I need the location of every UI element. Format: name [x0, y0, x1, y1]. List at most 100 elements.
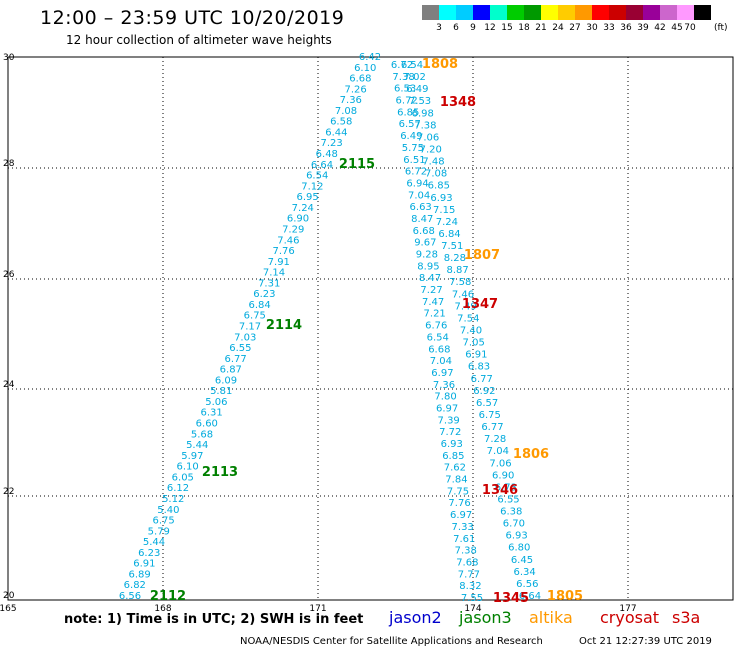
swh-value: 6.93 [430, 193, 452, 204]
swh-value: 7.76 [272, 246, 294, 257]
swh-value: 7.46 [277, 235, 299, 246]
swh-value: 6.70 [503, 519, 525, 530]
swh-value: 6.44 [325, 127, 347, 138]
swh-value: 7.28 [484, 434, 506, 445]
swh-value: 7.04 [487, 446, 509, 457]
swh-value: 6.23 [253, 289, 275, 300]
scale-label: 15 [501, 23, 513, 33]
swh-value: 6.98 [412, 108, 434, 119]
page-title: 12:00 – 23:59 UTC 10/20/2019 [40, 7, 345, 29]
scale-label: 9 [470, 23, 476, 33]
swh-value: 6.89 [128, 569, 150, 580]
swh-value: 6.53 [394, 84, 416, 95]
lat-tick-label: 22 [3, 487, 14, 497]
swh-value: 7.08 [335, 106, 357, 117]
swh-value: 8.95 [417, 261, 439, 272]
swh-value: 7.61 [453, 534, 475, 545]
scale-swatch [456, 5, 473, 20]
swh-value: 7.29 [282, 224, 304, 235]
swh-value: 6.84 [438, 229, 460, 240]
footer-timestamp: Oct 21 12:27:39 UTC 2019 [579, 636, 712, 647]
swh-value: 6.92 [473, 386, 495, 397]
swh-value: 5.68 [191, 429, 213, 440]
swh-value: 6.75 [244, 311, 266, 322]
swh-value: 7.17 [239, 322, 261, 333]
track-time-label: 2113 [202, 465, 238, 480]
scale-swatch [541, 5, 558, 20]
swh-value: 6.90 [287, 214, 309, 225]
lon-tick-label: 174 [464, 604, 481, 614]
swh-value: 7.04 [430, 356, 452, 367]
swh-value: 6.72 [405, 167, 427, 178]
swh-value: 6.72 [391, 60, 413, 71]
swh-value: 6.64 [311, 160, 333, 171]
scale-swatch [422, 5, 439, 20]
swh-value: 8.28 [444, 253, 466, 264]
scale-label: 18 [518, 23, 530, 33]
scale-swatch [677, 5, 694, 20]
scale-label: 30 [586, 23, 598, 33]
scale-label: 12 [484, 23, 496, 33]
swh-value: 7.05 [463, 338, 485, 349]
track-time-label: 1346 [482, 483, 518, 498]
scale-swatch [660, 5, 677, 20]
scale-swatch [473, 5, 490, 20]
scale-swatch [524, 5, 541, 20]
swh-value: 7.38 [414, 120, 436, 131]
swh-value: 6.82 [124, 580, 146, 591]
swh-value: 7.06 [417, 132, 439, 143]
swh-value: 6.58 [330, 117, 352, 128]
swh-value: 7.68 [456, 557, 478, 568]
lat-tick-label: 20 [3, 591, 15, 601]
swh-value: 7.54 [457, 313, 479, 324]
scale-swatch [609, 5, 626, 20]
swh-value: 7.62 [444, 463, 466, 474]
swh-value: 6.75 [152, 516, 174, 527]
swh-value: 7.55 [461, 593, 483, 604]
page-subtitle: 12 hour collection of altimeter wave hei… [66, 33, 332, 47]
scale-label: 36 [620, 23, 632, 33]
track-time-label: 2115 [339, 157, 375, 172]
scale-label: 33 [603, 23, 615, 33]
swh-value: 6.76 [425, 321, 447, 332]
swh-value: 8.87 [446, 265, 468, 276]
swh-value: 6.68 [349, 74, 371, 85]
swh-value: 6.10 [176, 462, 198, 473]
swh-value: 6.68 [428, 344, 450, 355]
swh-value: 6.94 [406, 178, 428, 189]
swh-value: 6.97 [431, 368, 453, 379]
swh-value: 5.12 [162, 494, 184, 505]
scale-label: 24 [552, 23, 564, 33]
swh-value: 7.27 [420, 285, 442, 296]
swh-value: 6.51 [403, 155, 425, 166]
swh-value: 5.40 [157, 505, 179, 516]
scale-swatch [575, 5, 592, 20]
swh-value: 6.48 [316, 149, 338, 160]
scale-swatch [592, 5, 609, 20]
swh-value: 8.47 [411, 214, 433, 225]
swh-value: 6.42 [359, 52, 381, 63]
swh-value: 7.40 [460, 326, 482, 337]
swh-value: 6.97 [450, 510, 472, 521]
swh-value: 7.23 [320, 138, 342, 149]
swh-value: 6.91 [133, 559, 155, 570]
swh-value: 6.68 [413, 226, 435, 237]
swh-value: 6.80 [508, 543, 530, 554]
swh-value: 6.54 [401, 60, 423, 71]
swh-value: 6.12 [167, 483, 189, 494]
swh-value: 7.06 [489, 458, 511, 469]
swh-value: 6.54 [427, 332, 449, 343]
swh-value: 6.57 [399, 119, 421, 130]
scale-swatch [694, 5, 711, 20]
swh-value: 6.56 [516, 579, 538, 590]
swh-value: 6.49 [400, 131, 422, 142]
swh-value: 7.20 [420, 144, 442, 155]
track-time-label: 2114 [266, 318, 302, 333]
legend-jason2: jason2 [389, 608, 442, 627]
lon-tick-label: 171 [309, 604, 326, 614]
swh-value: 6.23 [138, 548, 160, 559]
swh-value: 6.56 [119, 591, 141, 602]
swh-value: 7.12 [301, 181, 323, 192]
scale-label: 45 [671, 23, 683, 33]
